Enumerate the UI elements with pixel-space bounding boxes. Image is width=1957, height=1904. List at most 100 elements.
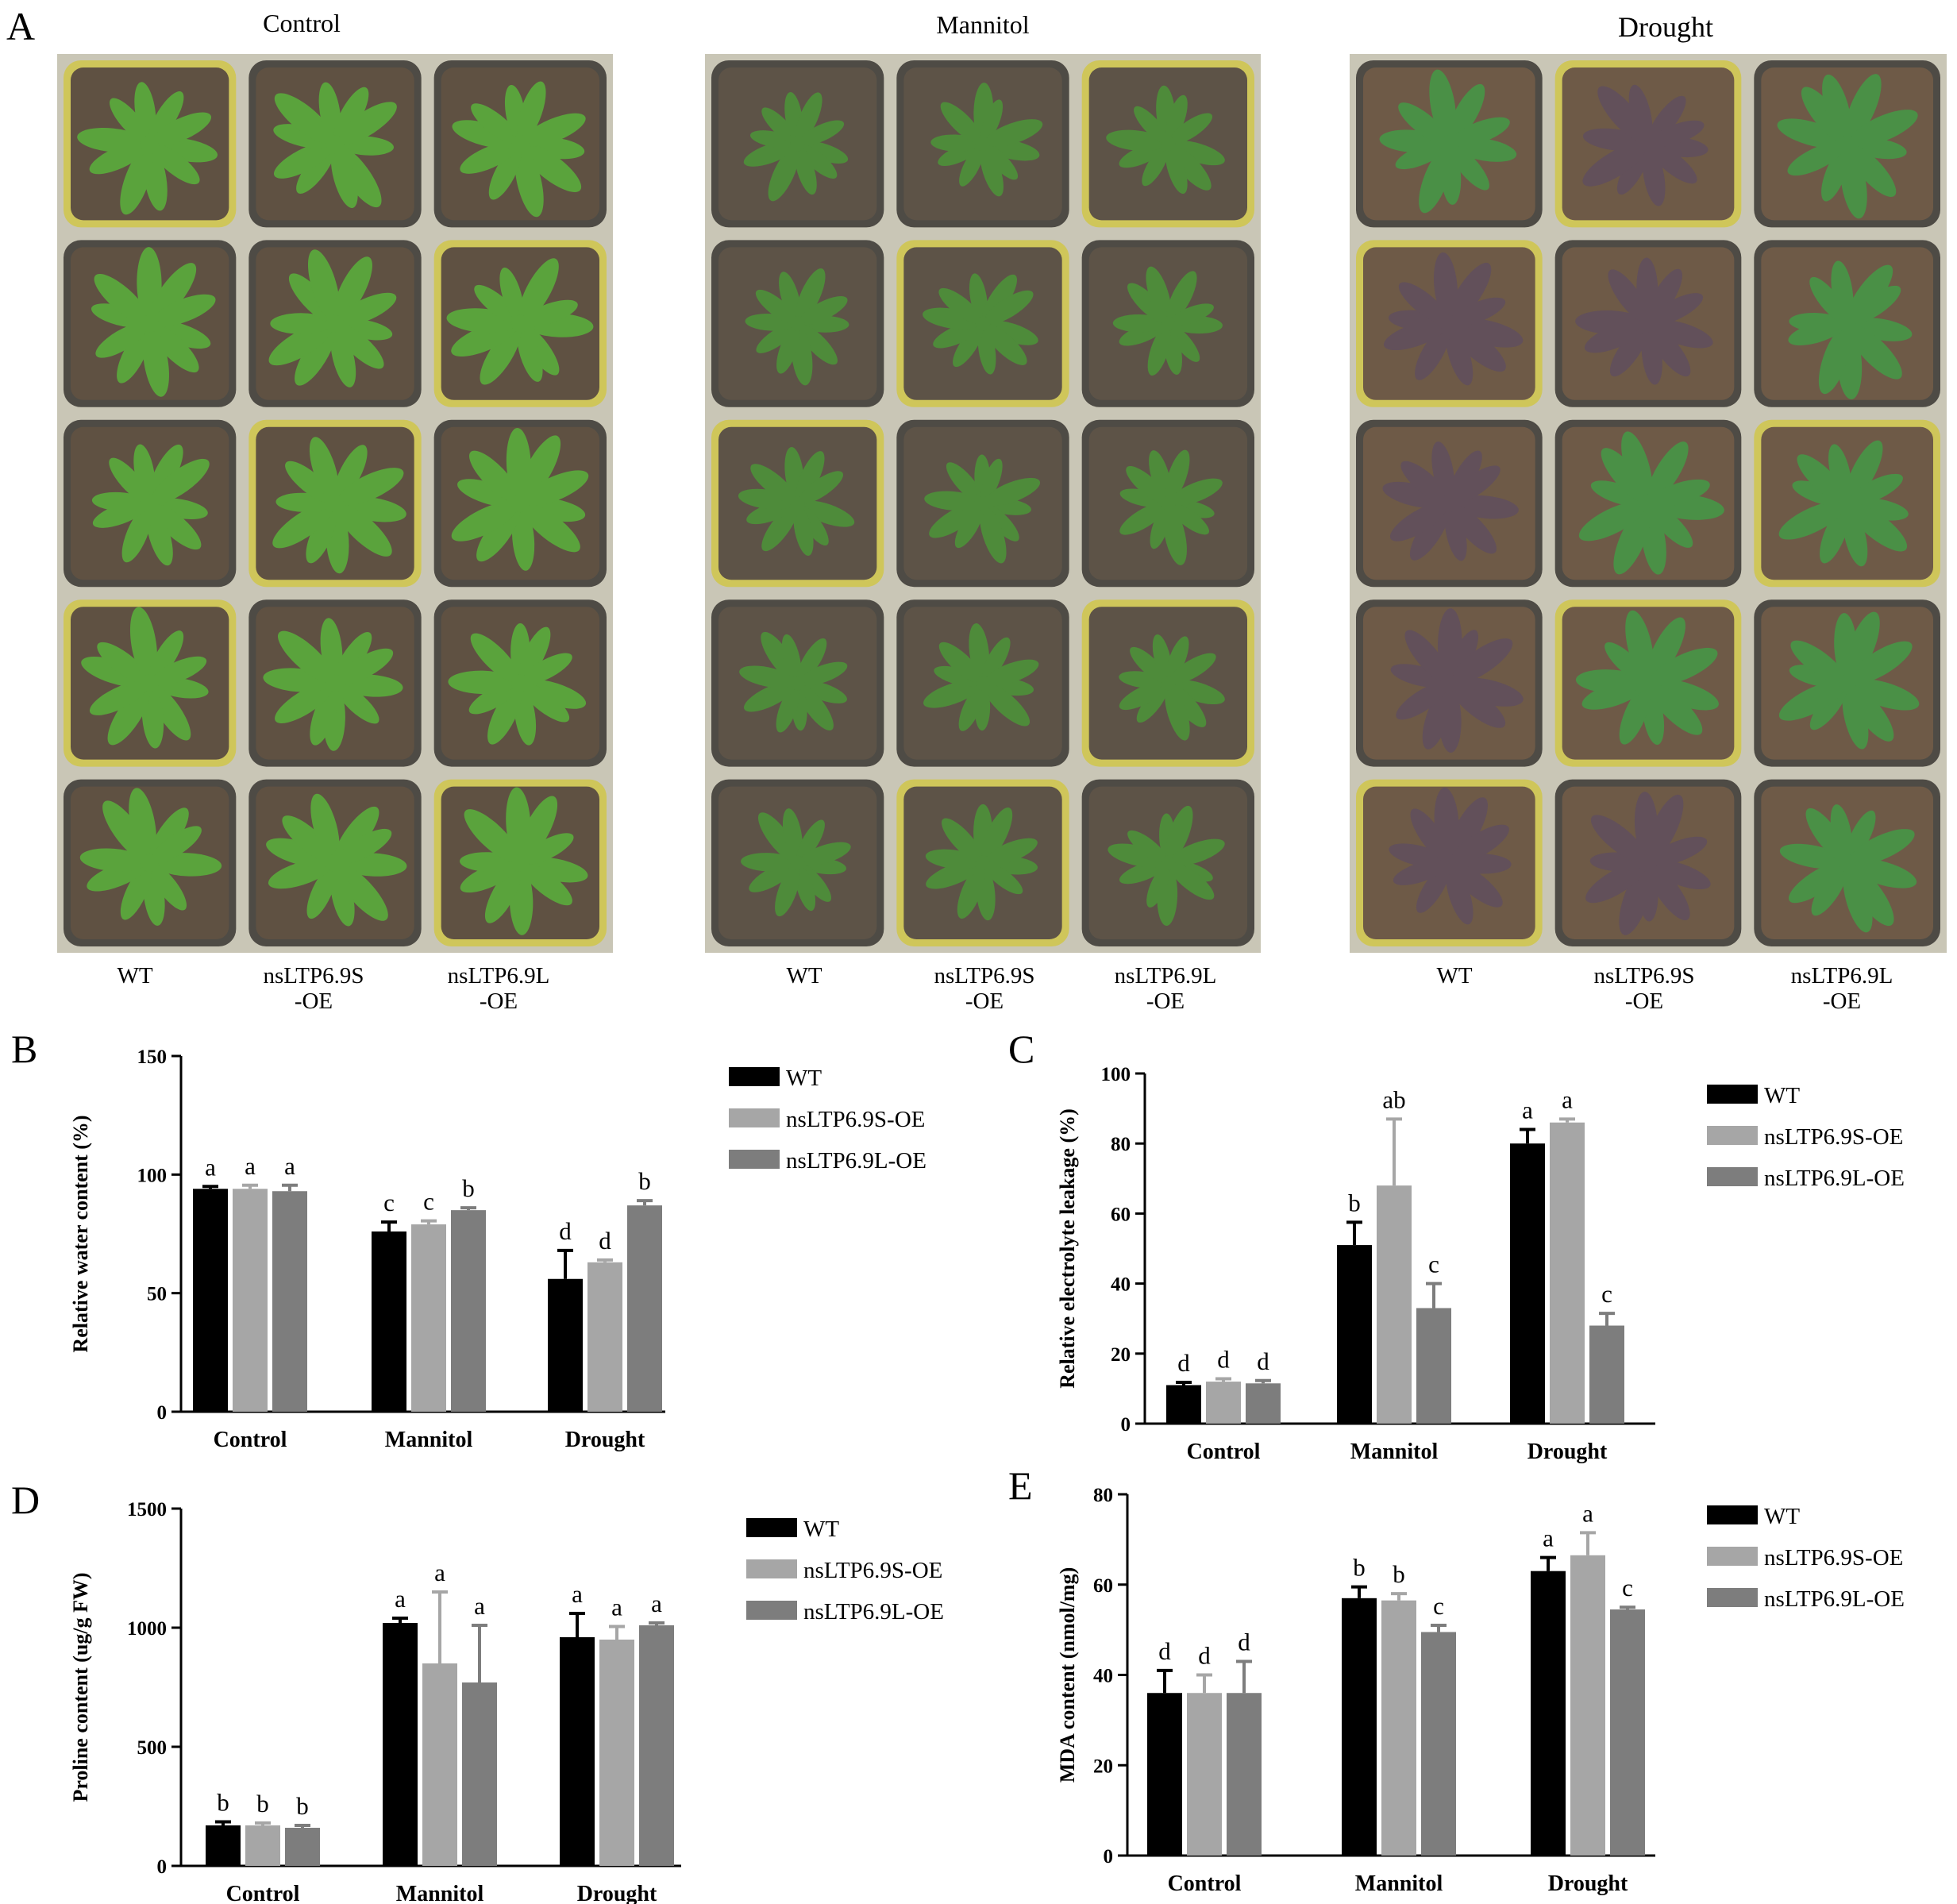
condition-title-drought: Drought — [1618, 11, 1713, 43]
leaf — [980, 458, 1003, 502]
rosette — [448, 622, 587, 746]
leaf — [335, 864, 388, 921]
leaf — [1389, 843, 1447, 868]
pot — [1554, 60, 1742, 228]
pot — [1356, 419, 1543, 588]
leaf — [1646, 794, 1684, 861]
pot — [1554, 599, 1742, 767]
significance-label: a — [611, 1594, 622, 1621]
leaf — [120, 147, 153, 215]
significance-label: d — [1238, 1628, 1250, 1655]
leaf — [1647, 617, 1685, 681]
leaf — [1845, 810, 1876, 861]
leaf — [336, 684, 379, 724]
y-tick-label: 0 — [157, 1856, 168, 1878]
bar: a — [1510, 1097, 1545, 1424]
leaf — [1165, 636, 1189, 681]
leaf — [799, 295, 848, 326]
leaf — [1787, 142, 1845, 176]
leaf — [1651, 319, 1713, 349]
pot — [711, 419, 884, 588]
rosette — [1108, 805, 1225, 926]
chart-panel-d: D 0 500 1000 1500 Proline content (ug/g FW) Co… — [11, 1478, 944, 1904]
genotype-label: nsLTP6.9L — [1115, 963, 1217, 989]
leaf — [741, 853, 796, 872]
y-tick-label: 150 — [137, 1046, 168, 1068]
significance-label: b — [296, 1792, 309, 1820]
leaf — [984, 684, 1031, 727]
leaf — [799, 842, 851, 866]
bar-rect — [1570, 1555, 1605, 1856]
leaf — [270, 313, 333, 334]
leaf — [469, 450, 520, 503]
bar-rect — [1531, 1571, 1566, 1856]
leaf — [1449, 145, 1489, 191]
bar-charts: B 0 50 100 150 Relative water content (%) Cont… — [11, 1027, 1905, 1904]
significance-label: d — [559, 1217, 572, 1245]
category-label: Control — [214, 1428, 287, 1452]
leaf — [518, 435, 561, 501]
bar: a — [272, 1152, 307, 1412]
rosette — [1106, 85, 1225, 195]
genotype-label: -OE — [1625, 989, 1663, 1014]
category-label: Mannitol — [1355, 1871, 1443, 1896]
y-tick-label: 1500 — [127, 1499, 167, 1521]
leaf — [337, 468, 404, 506]
leaf — [1790, 640, 1846, 684]
category-label: Drought — [577, 1882, 657, 1904]
leaf — [1648, 325, 1691, 377]
bar-rect — [233, 1189, 268, 1412]
legend-swatch — [746, 1518, 797, 1537]
leaf — [1447, 630, 1479, 681]
rosette — [272, 437, 406, 574]
leaf — [1651, 860, 1711, 890]
leaf — [776, 685, 800, 733]
significance-label: b — [638, 1167, 651, 1195]
legend-swatch — [1707, 1505, 1758, 1524]
leaf — [514, 147, 544, 218]
leaf — [1450, 683, 1506, 728]
leaf — [799, 661, 848, 686]
category-label: Control — [226, 1882, 300, 1904]
leaf — [91, 303, 148, 328]
rosette-center — [1639, 135, 1658, 153]
bar-rect — [1147, 1693, 1182, 1856]
pot — [433, 779, 607, 946]
leaf — [1451, 638, 1513, 684]
pot — [64, 60, 237, 228]
leaf — [471, 103, 519, 144]
rosette-center — [1639, 674, 1658, 692]
legend-label: nsLTP6.9S-OE — [803, 1558, 942, 1583]
leaf — [782, 808, 803, 861]
leaf — [307, 249, 340, 321]
leaf — [940, 102, 982, 144]
bar: a — [560, 1580, 595, 1866]
leaf — [1647, 441, 1689, 502]
leaf — [95, 322, 148, 358]
significance-label: ab — [1382, 1085, 1405, 1113]
leaf — [1789, 665, 1845, 688]
leaf — [979, 506, 1007, 564]
leaf — [1400, 461, 1448, 503]
leaf — [522, 833, 574, 865]
y-tick-label: 80 — [1111, 1134, 1131, 1155]
leaf — [148, 630, 184, 681]
y-tick-label: 0 — [1121, 1414, 1131, 1436]
leaf — [1165, 685, 1190, 741]
bar: a — [599, 1594, 634, 1866]
leaf — [799, 120, 845, 146]
leaf — [1585, 861, 1647, 904]
leaf — [985, 119, 1043, 147]
legend: WT nsLTP6.9S-OE nsLTP6.9L-OE — [729, 1066, 926, 1174]
leaf — [306, 506, 337, 564]
leaf — [969, 273, 988, 322]
leaf — [776, 326, 800, 374]
leaf — [775, 865, 800, 917]
rosette — [460, 787, 588, 935]
leaf — [487, 685, 522, 745]
leaf — [273, 142, 333, 179]
pot — [248, 240, 422, 407]
rosette — [273, 82, 397, 208]
bar-rect — [1510, 1143, 1545, 1424]
bar: c — [1589, 1280, 1624, 1424]
